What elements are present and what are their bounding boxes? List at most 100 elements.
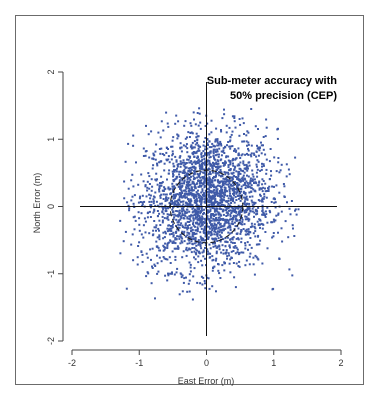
scatter-point <box>203 225 206 228</box>
scatter-point <box>149 197 152 200</box>
scatter-point <box>182 164 185 167</box>
scatter-point <box>167 218 170 221</box>
scatter-point <box>201 197 204 200</box>
scatter-point <box>223 108 225 111</box>
scatter-point <box>210 186 213 189</box>
scatter-point <box>192 214 195 217</box>
scatter-point <box>175 224 177 227</box>
scatter-point <box>176 137 179 140</box>
scatter-point <box>210 163 212 166</box>
scatter-point <box>184 120 187 123</box>
scatter-point <box>203 140 205 143</box>
scatter-point <box>245 259 248 262</box>
scatter-point <box>187 167 190 170</box>
scatter-point <box>184 196 187 199</box>
scatter-point <box>169 272 172 275</box>
scatter-point <box>253 203 256 206</box>
scatter-point <box>227 202 230 205</box>
scatter-point <box>246 130 249 133</box>
scatter-point <box>219 207 221 210</box>
scatter-point <box>179 233 182 236</box>
scatter-point <box>196 162 199 165</box>
scatter-point <box>179 155 182 158</box>
scatter-point <box>257 154 260 157</box>
scatter-point <box>288 207 291 210</box>
scatter-point <box>249 177 252 180</box>
scatter-point <box>169 229 172 232</box>
scatter-point <box>254 201 257 204</box>
scatter-point <box>162 237 165 240</box>
scatter-point <box>194 152 197 155</box>
scatter-point <box>154 204 157 207</box>
scatter-point <box>178 226 181 229</box>
scatter-point <box>237 153 240 155</box>
scatter-point <box>159 182 161 184</box>
scatter-point <box>159 249 161 252</box>
scatter-point <box>195 195 198 198</box>
scatter-point <box>173 216 176 219</box>
scatter-point <box>144 184 147 187</box>
scatter-point <box>250 152 253 155</box>
scatter-point <box>181 224 184 227</box>
scatter-point <box>259 187 262 190</box>
scatter-point <box>208 173 211 175</box>
scatter-point <box>191 231 194 234</box>
scatter-point <box>252 232 255 235</box>
scatter-point <box>212 154 215 157</box>
scatter-point <box>244 242 247 245</box>
scatter-point <box>236 182 239 184</box>
scatter-point <box>254 227 257 230</box>
scatter-point <box>188 218 191 221</box>
scatter-point <box>264 135 267 138</box>
scatter-point <box>262 144 264 147</box>
scatter-point <box>210 226 213 229</box>
scatter-point <box>262 197 265 200</box>
scatter-point <box>193 146 196 149</box>
scatter-point <box>166 217 169 220</box>
scatter-point <box>160 120 163 123</box>
scatter-point <box>208 168 211 171</box>
scatter-point <box>224 200 227 203</box>
scatter-point <box>230 250 233 253</box>
scatter-point <box>261 213 264 216</box>
scatter-point <box>166 159 169 162</box>
scatter-point <box>231 210 234 213</box>
scatter-point <box>172 175 174 178</box>
scatter-point <box>183 194 186 197</box>
scatter-point <box>228 188 231 191</box>
scatter-point <box>139 201 142 203</box>
scatter-point <box>186 202 189 205</box>
scatter-point <box>219 142 222 145</box>
scatter-point <box>169 187 172 190</box>
scatter-point <box>273 185 275 188</box>
scatter-point <box>198 252 201 255</box>
scatter-point <box>211 285 214 288</box>
scatter-point <box>180 185 182 188</box>
scatter-point <box>176 175 179 178</box>
scatter-point <box>199 127 202 130</box>
scatter-point <box>286 201 288 204</box>
scatter-point <box>251 210 254 213</box>
scatter-point <box>234 207 237 210</box>
scatter-point <box>251 207 254 210</box>
scatter-point <box>249 252 252 255</box>
scatter-point <box>215 223 218 226</box>
scatter-point <box>170 272 173 275</box>
scatter-point <box>198 216 201 219</box>
scatter-point <box>249 209 252 212</box>
scatter-point <box>261 190 264 193</box>
scatter-point <box>262 164 265 167</box>
scatter-point <box>208 156 211 159</box>
scatter-point <box>220 188 223 191</box>
scatter-point <box>202 276 205 279</box>
scatter-point <box>208 227 211 230</box>
scatter-point <box>213 145 215 148</box>
scatter-point <box>219 169 222 172</box>
scatter-point <box>188 279 191 282</box>
scatter-point <box>186 175 189 178</box>
scatter-point <box>234 225 237 228</box>
scatter-point <box>228 262 231 265</box>
scatter-point <box>165 146 168 149</box>
scatter-point <box>155 229 157 232</box>
